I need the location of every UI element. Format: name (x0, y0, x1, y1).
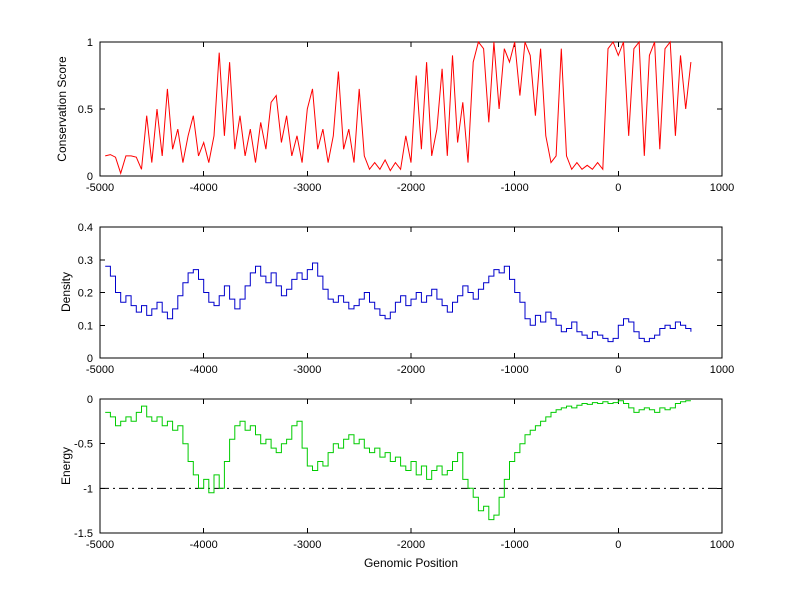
x-tick-label: 1000 (710, 182, 734, 194)
x-tick-label: -1000 (501, 182, 529, 194)
energy-chart: -5000 -4000 -3000 -2000 -1000 0 1000 -1.5 -1 -0.5… (74, 394, 734, 551)
x-tick-label: -2000 (397, 539, 425, 551)
y-tick-label: 0 (87, 171, 93, 183)
y-tick-label: -1.5 (74, 528, 93, 540)
y-tick-label: 0.2 (78, 288, 93, 300)
x-tick-label: -4000 (190, 182, 218, 194)
x-tick-label: -3000 (293, 364, 321, 376)
x-axis-label: Genomic Position (363, 556, 459, 570)
y-axis-label-density: Density (59, 271, 73, 313)
y-tick-label: -1 (83, 483, 93, 495)
y-tick-label: 0.5 (78, 104, 93, 116)
x-tick-label: -5000 (86, 182, 114, 194)
conservation-series (105, 40, 692, 175)
x-tick-label: 1000 (710, 539, 734, 551)
y-tick-label: 0 (87, 353, 93, 365)
y-tick-label: 0 (87, 394, 93, 406)
x-tick-label: -4000 (190, 539, 218, 551)
y-axis-label-energy: Energy (59, 446, 73, 486)
energy-series (105, 400, 691, 521)
x-tick-label: -2000 (397, 364, 425, 376)
x-tick-label: 1000 (710, 364, 734, 376)
y-tick-label: 1 (87, 37, 93, 49)
x-tick-label: -2000 (397, 182, 425, 194)
x-tick-label: -1000 (501, 539, 529, 551)
axes-box (99, 226, 723, 359)
y-tick-label: 0.1 (78, 320, 93, 332)
x-tick-label: -4000 (190, 364, 218, 376)
conservation-chart: -5000 -4000 -3000 -2000 -1000 0 1000 0 0.5 1 (78, 37, 735, 194)
x-tick-label: 0 (615, 182, 621, 194)
x-tick-label: 0 (615, 364, 621, 376)
y-tick-label: -0.5 (74, 439, 93, 451)
y-tick-label: 0.3 (78, 255, 93, 267)
x-tick-label: -5000 (86, 539, 114, 551)
y-tick-label: 0.4 (78, 222, 93, 234)
x-tick-label: -3000 (293, 182, 321, 194)
x-tick-label: -3000 (293, 539, 321, 551)
density-series (105, 262, 692, 343)
x-tick-label: -1000 (501, 364, 529, 376)
x-tick-label: 0 (615, 539, 621, 551)
y-axis-label-conservation: Conservation Score (55, 56, 69, 162)
density-chart: -5000 -4000 -3000 -2000 -1000 0 1000 0 0.1 0.2 0.3… (78, 222, 735, 376)
x-tick-label: -5000 (86, 364, 114, 376)
